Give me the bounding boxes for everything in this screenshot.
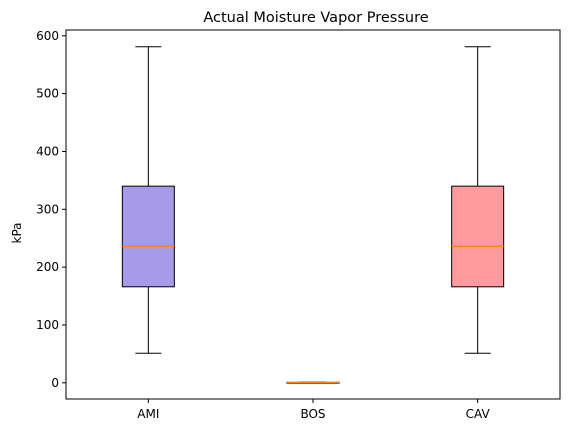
y-tick-label-600: 600 bbox=[36, 29, 59, 43]
chart-title: Actual Moisture Vapor Pressure bbox=[203, 10, 428, 26]
box-ami bbox=[121, 185, 175, 288]
y-tick-label-400: 400 bbox=[36, 144, 59, 158]
y-tick-label-300: 300 bbox=[36, 202, 59, 216]
y-axis-label: kPa bbox=[10, 223, 24, 244]
box-cav bbox=[451, 185, 505, 288]
y-tick-label-100: 100 bbox=[36, 318, 59, 332]
x-tick-label-cav: CAV bbox=[466, 407, 491, 421]
y-tick-label-500: 500 bbox=[36, 87, 59, 101]
x-tick-label-ami: AMI bbox=[137, 407, 159, 421]
x-tick-label-bos: BOS bbox=[300, 407, 325, 421]
y-tick-label-0: 0 bbox=[51, 376, 59, 390]
y-tick-label-200: 200 bbox=[36, 260, 59, 274]
plot-area: 0 100 200 300 400 500 600 AMI BOS CAV bbox=[36, 29, 561, 421]
